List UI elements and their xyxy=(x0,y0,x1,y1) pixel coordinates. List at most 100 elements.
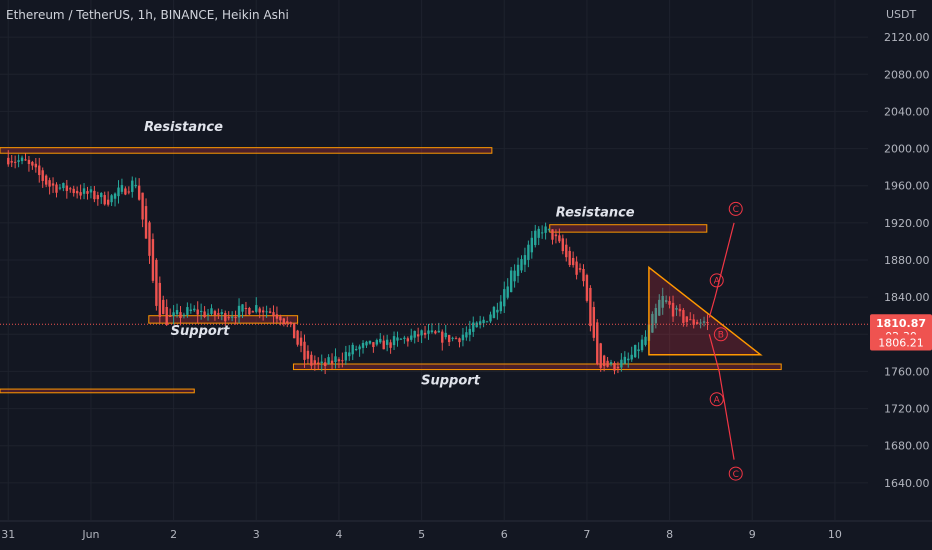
candle-body xyxy=(272,312,275,317)
candle-body xyxy=(623,356,627,364)
candle-body xyxy=(289,322,292,324)
x-tick-label: 31 xyxy=(1,528,15,541)
candle-body xyxy=(451,337,454,339)
candle-body xyxy=(282,318,286,325)
time-axis[interactable]: 31 Jun 2 3 4 5 6 7 8 9 10 xyxy=(0,520,932,550)
candle-body xyxy=(530,237,534,253)
candle-body xyxy=(430,330,434,333)
candle-body xyxy=(685,316,689,322)
y-tick-label: 1640.00 xyxy=(884,477,930,490)
candle-body xyxy=(678,308,682,312)
candle-body xyxy=(141,192,144,220)
candle-body xyxy=(172,312,175,317)
candle-body xyxy=(348,352,351,357)
candle-body xyxy=(334,356,337,363)
candle-body xyxy=(485,321,489,323)
candle-body xyxy=(661,296,664,308)
candle-body xyxy=(286,321,289,324)
candle-body xyxy=(41,170,44,181)
zone-rect xyxy=(292,363,782,371)
candle-body xyxy=(34,163,38,168)
candle-body xyxy=(689,319,692,321)
candle-body xyxy=(206,313,210,315)
wave-label-circle xyxy=(728,201,743,216)
candle-body xyxy=(155,259,158,306)
candle-body xyxy=(96,195,100,200)
candle-body xyxy=(475,322,478,328)
candlestick-series xyxy=(7,150,709,375)
candle-body xyxy=(478,321,482,325)
candle-body xyxy=(509,270,513,293)
candle-body xyxy=(179,312,182,318)
candle-body xyxy=(275,314,279,319)
x-tick-label: 3 xyxy=(253,528,260,541)
candle-body xyxy=(234,317,237,319)
wave-label: B xyxy=(718,330,724,340)
x-tick-label: 4 xyxy=(335,528,342,541)
candle-body xyxy=(527,244,530,260)
candle-body xyxy=(596,322,599,365)
candle-body xyxy=(454,338,458,340)
candle-body xyxy=(575,261,578,275)
candle-body xyxy=(706,322,709,324)
candle-body xyxy=(444,332,447,338)
candle-body xyxy=(113,193,117,199)
candle-body xyxy=(210,308,213,314)
candle-body xyxy=(310,354,313,366)
x-tick-label: 7 xyxy=(583,528,590,541)
candle-body xyxy=(258,308,261,313)
chart-annotations: C A B A C xyxy=(648,201,763,481)
candle-body xyxy=(137,185,141,200)
wave-label-circle xyxy=(728,466,743,481)
candle-body xyxy=(609,362,613,364)
candle-body xyxy=(544,226,547,233)
candle-body xyxy=(313,360,317,365)
candle-body xyxy=(592,307,596,338)
y-tick-label: 1960.00 xyxy=(884,180,930,193)
y-tick-label: 1920.00 xyxy=(884,217,930,230)
candle-body xyxy=(664,300,668,302)
candle-body xyxy=(65,185,69,191)
candle-body xyxy=(351,344,354,355)
candle-body xyxy=(382,340,385,350)
x-tick-label: 2 xyxy=(170,528,177,541)
candle-body xyxy=(182,314,186,316)
candle-body xyxy=(516,264,520,276)
candle-body xyxy=(692,319,695,325)
candle-body xyxy=(682,310,685,323)
candle-body xyxy=(375,340,379,345)
candle-body xyxy=(606,360,609,367)
candle-body xyxy=(496,309,499,313)
candle-body xyxy=(554,234,558,237)
candle-body xyxy=(372,342,375,348)
zone-rect xyxy=(0,147,493,154)
candle-body xyxy=(330,360,334,364)
candle-body xyxy=(241,304,244,312)
zone-label: Support xyxy=(421,373,481,388)
candle-body xyxy=(251,311,255,313)
candle-body xyxy=(506,286,509,298)
y-tick-label: 2080.00 xyxy=(884,68,930,81)
candle-body xyxy=(644,336,647,345)
candle-body xyxy=(261,310,265,313)
candle-body xyxy=(120,185,124,192)
candle-body xyxy=(72,188,75,194)
candle-body xyxy=(558,235,561,242)
candle-body xyxy=(585,275,589,301)
candle-body xyxy=(640,339,644,351)
candle-body xyxy=(675,307,678,310)
candle-body xyxy=(168,315,172,317)
candle-body xyxy=(69,188,72,190)
candle-body xyxy=(568,250,571,265)
candle-body xyxy=(217,313,220,315)
candle-body xyxy=(671,302,675,317)
candle-body xyxy=(62,182,65,189)
price-axis[interactable]: USDT 1640.001680.001720.001760.001800.00… xyxy=(868,0,932,520)
candle-body xyxy=(630,354,633,360)
candle-body xyxy=(627,358,630,361)
candle-body xyxy=(38,165,41,176)
candle-body xyxy=(571,257,575,266)
x-tick-label: 8 xyxy=(666,528,673,541)
candle-body xyxy=(193,308,196,311)
